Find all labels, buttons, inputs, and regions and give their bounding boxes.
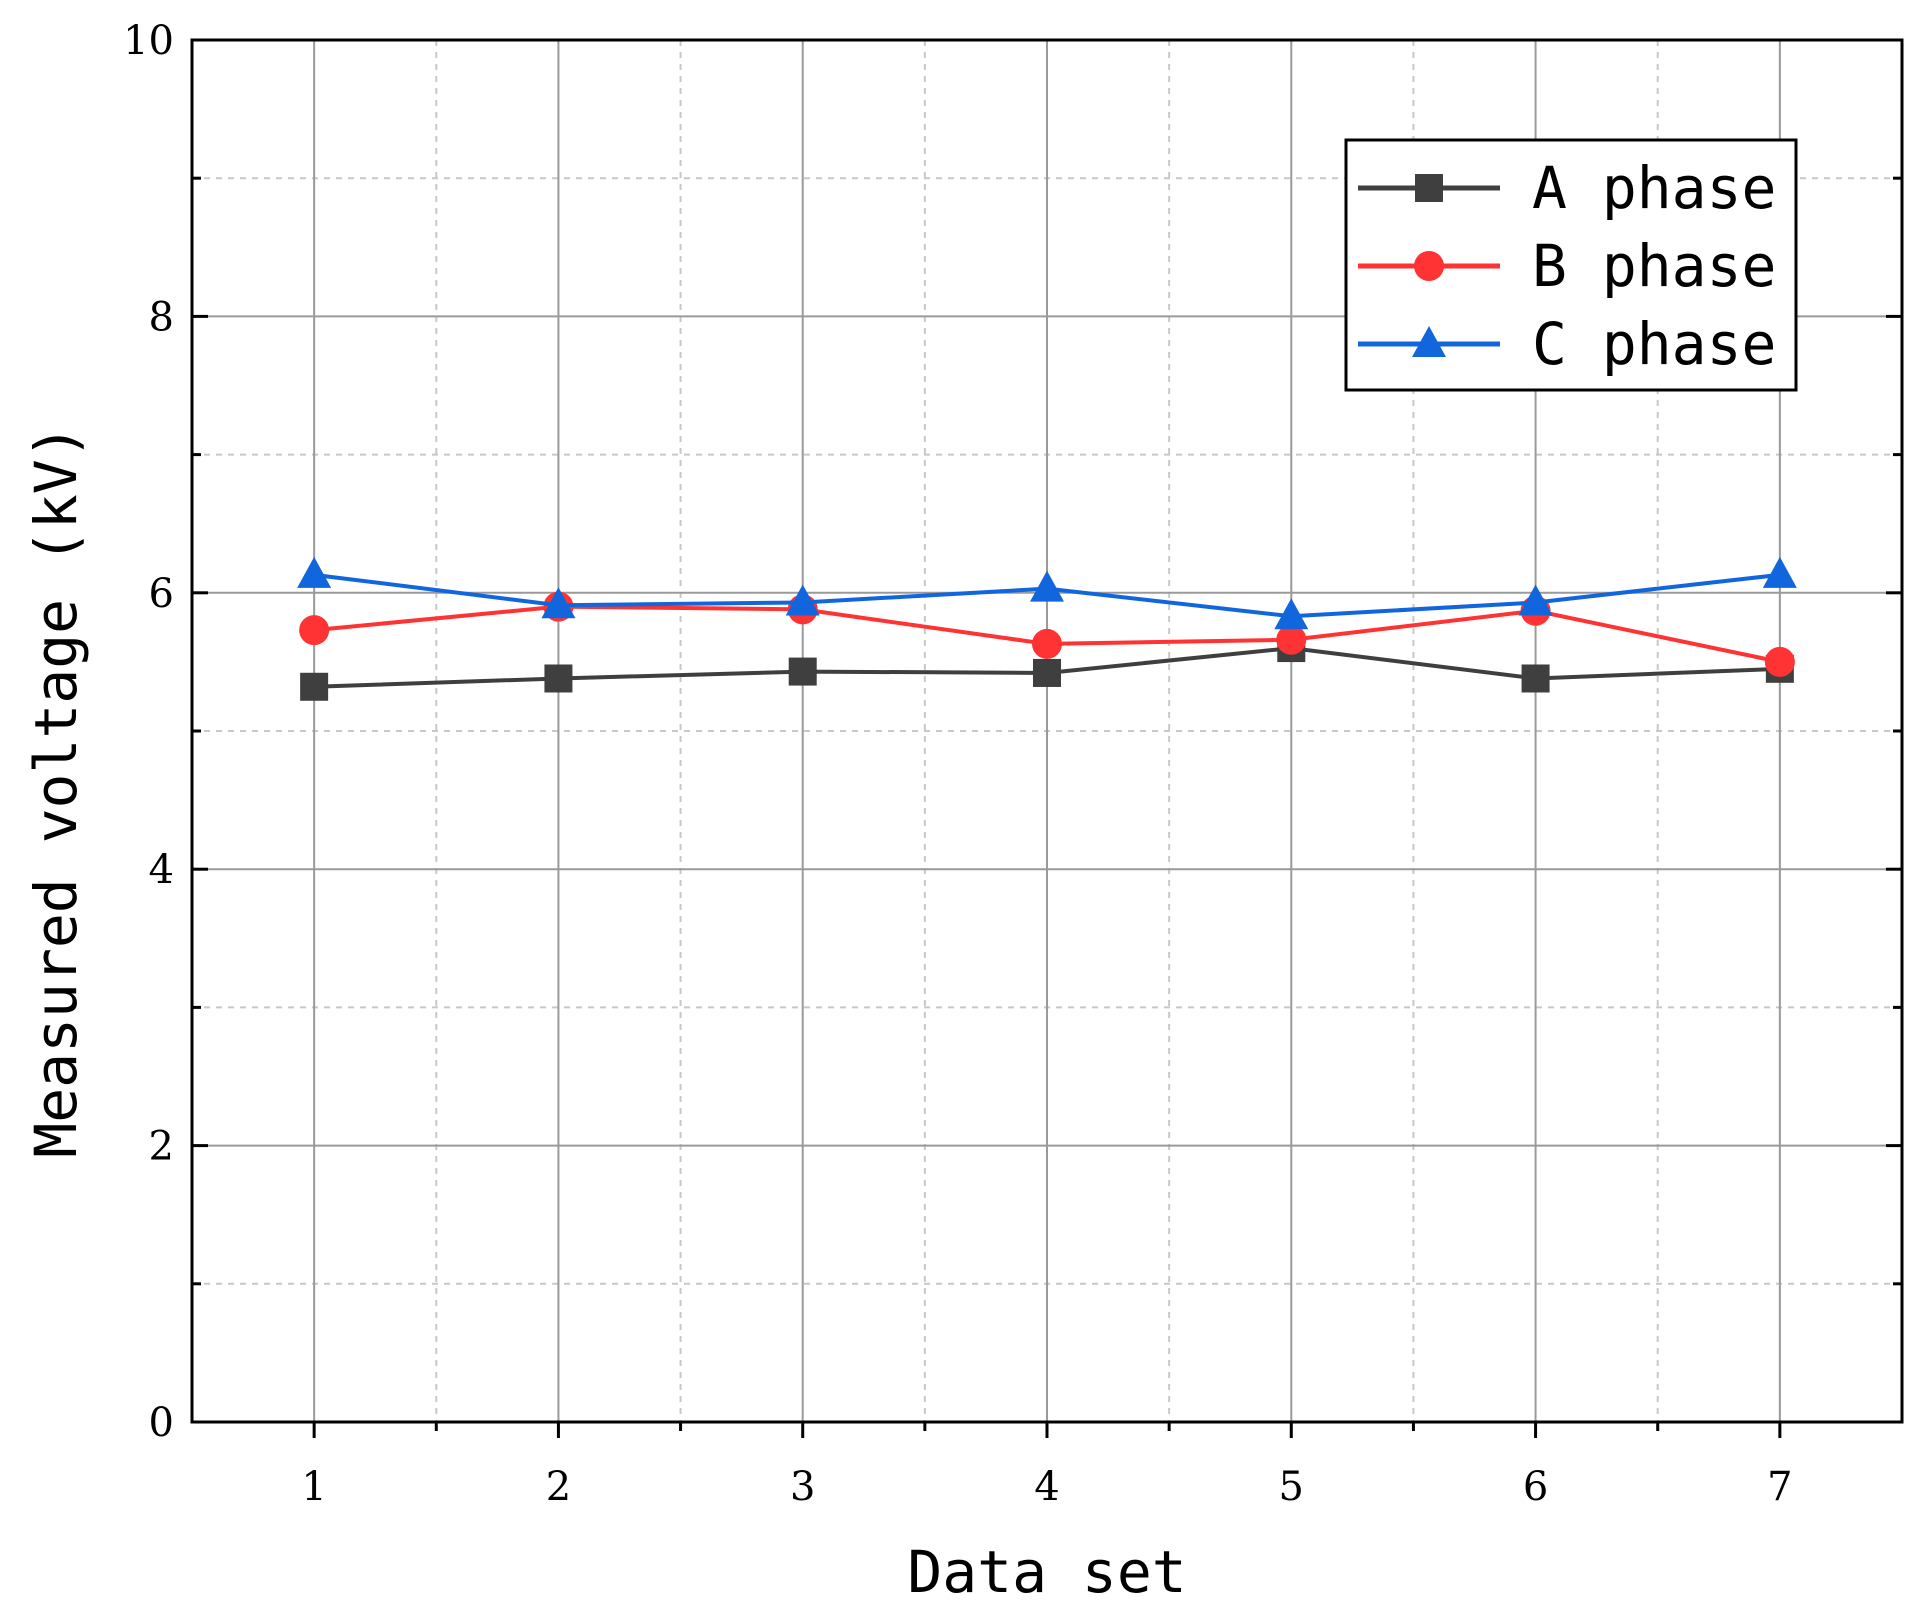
legend: A phase B phase C phase [1344, 138, 1798, 392]
x-tick-label: 3 [790, 1464, 815, 1510]
legend-marker-a-phase [1415, 174, 1443, 202]
data-point-b-phase [299, 615, 330, 646]
data-point-a-phase [1033, 658, 1061, 687]
x-tick-label: 1 [301, 1464, 326, 1510]
y-tick-label: 4 [149, 847, 174, 893]
data-point-c-phase [1762, 556, 1797, 588]
series-a-phase [300, 634, 1794, 701]
x-tick-label: 6 [1523, 1464, 1548, 1510]
legend-marker-c-phase [1412, 326, 1446, 357]
y-tick-label: 0 [149, 1400, 174, 1446]
data-point-a-phase [1521, 664, 1550, 693]
legend-label-c-phase: C phase [1532, 310, 1776, 378]
x-tick-label: 2 [546, 1464, 571, 1510]
x-tick-label: 4 [1034, 1464, 1059, 1510]
series-c-phase [297, 556, 1797, 630]
data-point-a-phase [300, 672, 329, 701]
y-tick-label: 2 [149, 1124, 174, 1170]
data-point-b-phase [1764, 646, 1795, 677]
data-point-c-phase [785, 584, 820, 616]
y-tick-label: 8 [149, 294, 174, 340]
x-tick-label: 5 [1279, 1464, 1304, 1510]
y-axis-title: Measured voltage (kV) [22, 424, 90, 1157]
y-tick-label: 6 [149, 571, 174, 617]
data-point-b-phase [1032, 628, 1062, 659]
data-point-c-phase [541, 587, 576, 619]
data-point-c-phase [1518, 584, 1553, 616]
legend-label-a-phase: A phase [1532, 154, 1776, 222]
data-point-b-phase [1276, 624, 1307, 655]
data-point-c-phase [1274, 598, 1309, 630]
legend-label-b-phase: B phase [1532, 232, 1776, 300]
legend-marker-b-phase [1414, 251, 1444, 281]
x-tick-label: 7 [1767, 1464, 1792, 1510]
data-point-c-phase [1030, 570, 1064, 602]
y-tick-label: 10 [123, 18, 174, 64]
data-point-a-phase [544, 664, 573, 693]
series [297, 556, 1797, 701]
data-point-a-phase [788, 657, 817, 686]
x-axis-title: Data set [907, 1538, 1186, 1606]
data-point-c-phase [297, 556, 332, 588]
